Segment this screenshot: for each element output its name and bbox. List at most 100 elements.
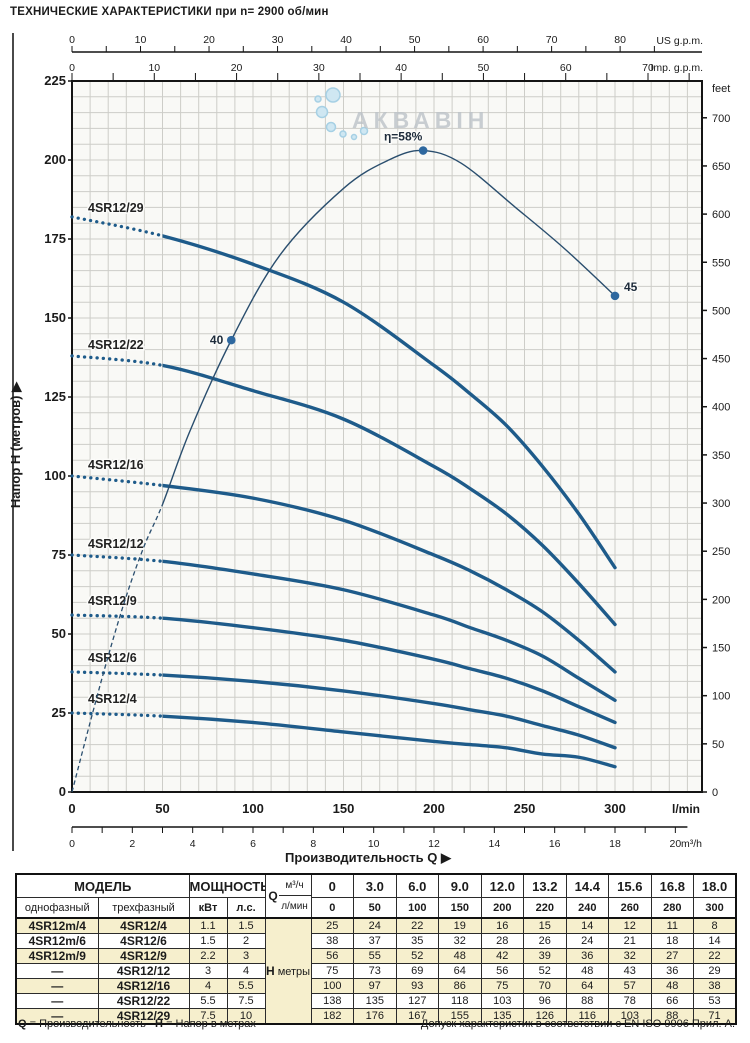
table-header-row-groups: МОДЕЛЬ МОЩНОСТЬ Q м³/ч л/мин 0 3.0 6.0 9.0 1…	[15, 873, 737, 919]
table-cell: 56	[480, 963, 525, 979]
axis-tick-label: 0	[69, 34, 75, 46]
pump-curve-4SR12/12	[162, 559, 617, 703]
watermark-bubble	[314, 95, 322, 103]
axis-tick-label: 10	[135, 34, 147, 46]
efficiency-curve-solid	[162, 149, 616, 507]
model-group-header: МОДЕЛЬ	[15, 873, 190, 899]
axis-tick-label: 600	[712, 209, 730, 221]
curve-label-4SR12/4: 4SR12/4	[88, 692, 137, 706]
axis-tick-label: 400	[712, 402, 730, 414]
table-cell: 135	[353, 993, 397, 1009]
axis-tick-label: 100	[242, 801, 264, 816]
axis-head-m: 0 25 50 75 100 125 150 175 200 225	[44, 73, 72, 799]
axis-tick-label: 0	[69, 62, 75, 74]
axis-tick-label: 60	[477, 34, 489, 46]
pump-curve-4SR12/29	[162, 234, 617, 570]
y-axis-title: Напор Н (метров) ▶	[8, 381, 23, 508]
efficiency-point	[610, 291, 620, 301]
table-cell: 96	[523, 993, 567, 1009]
table-cell: 42	[480, 948, 525, 964]
table-cell: 4	[226, 963, 266, 979]
table-cell: 64	[565, 978, 610, 994]
pump-curve-4SR12/22	[162, 363, 617, 627]
q-lmin-value: 220	[523, 897, 567, 919]
table-cell: 48	[650, 978, 695, 994]
axis-tick-label: 200	[44, 152, 66, 167]
table-cell: 135	[480, 1008, 525, 1025]
table-cell: 64	[438, 963, 482, 979]
legend-h-text: = Напор в метрах	[166, 1018, 256, 1030]
axis-tick-label: 18	[609, 838, 621, 850]
q-m3h-value: 13.2	[523, 873, 567, 899]
table-cell: —	[15, 993, 99, 1009]
efficiency-point-label: 40	[210, 333, 224, 347]
axis-tick-label: 450	[712, 354, 730, 366]
table-cell: 14	[565, 917, 610, 934]
axis-us-gpm: 0 10 20 30 40 50 60 70 80 US g.p.m.	[69, 34, 703, 53]
axis-tick-label: 40	[340, 34, 352, 46]
table-cell: 22	[395, 917, 440, 934]
axis-tick-label: 10	[368, 838, 380, 850]
q-lmin-value: 50	[353, 897, 397, 919]
table-cell: 56	[310, 948, 355, 964]
table-cell: 1.1	[188, 917, 228, 934]
axis-tick-label: 4	[190, 838, 196, 850]
table-cell: 176	[353, 1008, 397, 1025]
col-hp: л.с.	[226, 897, 266, 919]
col-kw: кВт	[188, 897, 228, 919]
table-cell: 100	[310, 978, 355, 994]
table-cell: 88	[650, 1008, 695, 1025]
pump-curve-4SR12/6	[162, 673, 617, 750]
axis-tick-label: 6	[250, 838, 256, 850]
curve-label-4SR12/12: 4SR12/12	[88, 537, 144, 551]
table-cell: 4	[188, 978, 228, 994]
table-cell: 52	[395, 948, 440, 964]
watermark-bubble	[315, 105, 329, 119]
table-row: 4SR12m/9 4SR12/9 2.2 3 56 55 52 48 42 39 36 32 27 22	[15, 948, 737, 964]
pump-curve-4SR12/4	[162, 714, 617, 769]
legend-note: Q = Производительность H = Напор в метра…	[18, 1018, 256, 1030]
table-cell: 10	[226, 1008, 266, 1025]
q-unit-lmin: л/мин	[281, 901, 308, 912]
table-cell: 7.5	[226, 993, 266, 1009]
table-cell: 155	[438, 1008, 482, 1025]
axis-tick-label: 0	[712, 787, 718, 799]
table-cell: 4SR12/29	[97, 1008, 190, 1025]
table-row: 4SR12m/4 4SR12/4 1.1 1.5 H метры 25 24 22 19 16 15…	[15, 917, 737, 1025]
figure-left-border	[12, 33, 14, 851]
table-cell: 15	[523, 917, 567, 934]
table-cell: 26	[523, 933, 567, 949]
efficiency-curve	[71, 149, 616, 793]
table-cell: 4SR12/4	[97, 917, 190, 934]
table-cell: 3	[226, 948, 266, 964]
table-cell: 93	[395, 978, 440, 994]
axis-tick-label: 500	[712, 305, 730, 317]
table-cell: 27	[650, 948, 695, 964]
table-cell: 2	[226, 933, 266, 949]
axis-tick-label: 8	[310, 838, 316, 850]
q-header-cell: Q м³/ч л/мин	[264, 873, 312, 919]
table-cell: 36	[565, 948, 610, 964]
table-cell: 3	[188, 963, 228, 979]
table-cell: 2.2	[188, 948, 228, 964]
axis-tick-label: 30	[272, 34, 284, 46]
imp-gpm-unit-label: Imp. g.p.m.	[650, 62, 703, 74]
table-cell: 182	[310, 1008, 355, 1025]
axis-tick-label: 150	[333, 801, 355, 816]
efficiency-point	[418, 146, 428, 155]
table-cell: 4SR12/16	[97, 978, 190, 994]
q-lmin-value: 150	[438, 897, 482, 919]
page-title: ТЕХНИЧЕСКИЕ ХАРАКТЕРИСТИКИ при n= 2900 о…	[10, 6, 329, 18]
axis-tick-label: 12	[428, 838, 440, 850]
axis-tick-label: 2	[129, 838, 135, 850]
q-lmin-value: 280	[650, 897, 695, 919]
table-cell: 39	[523, 948, 567, 964]
table-cell: 32	[608, 948, 652, 964]
table-cell: 48	[565, 963, 610, 979]
table-cell: 103	[608, 1008, 652, 1025]
table-cell: 71	[693, 1008, 737, 1025]
q-lmin-value: 0	[310, 897, 355, 919]
table-row: —4SR12/22 5.5 7.5 138 135 127 118 103 96 88 78 66 53	[15, 993, 737, 1009]
axis-tick-label: 50	[155, 801, 169, 816]
